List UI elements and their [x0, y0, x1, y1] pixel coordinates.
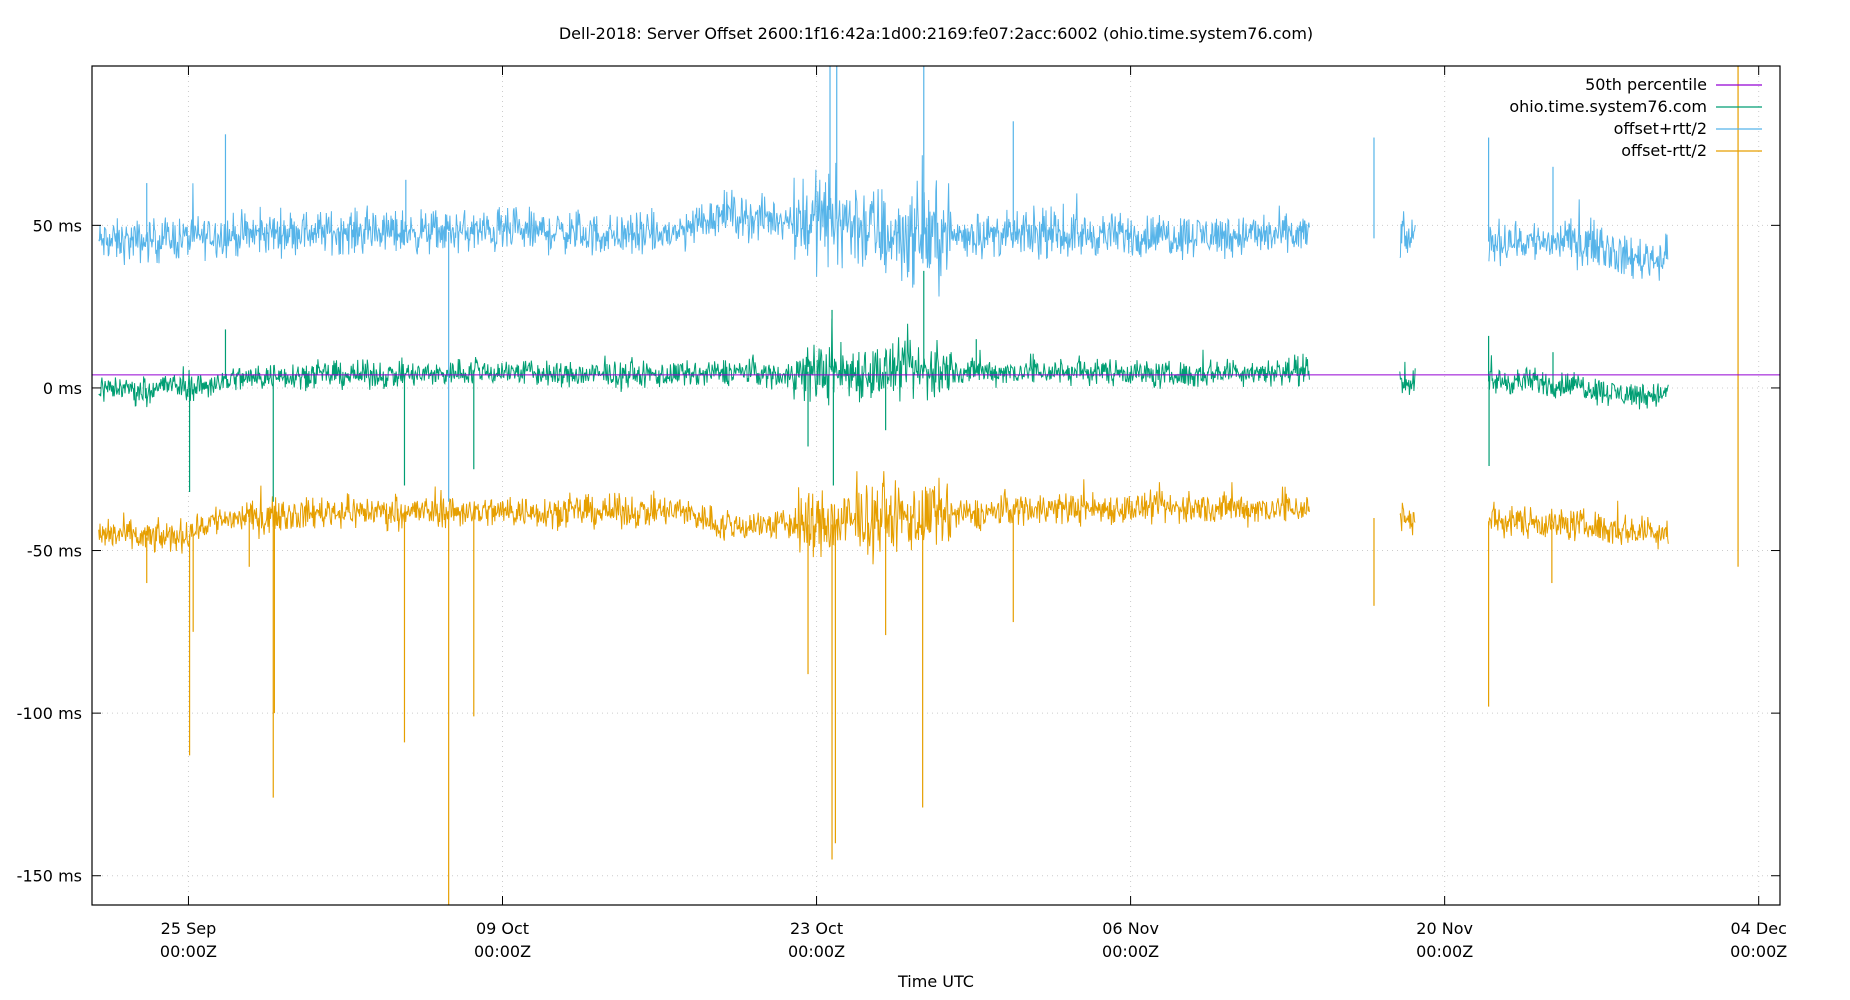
y-tick-label: -150 ms [17, 867, 82, 886]
x-tick-time: 00:00Z [1730, 942, 1787, 961]
y-tick-label: -50 ms [27, 542, 82, 561]
legend-label: 50th percentile [1585, 75, 1707, 94]
x-tick-date: 20 Nov [1416, 919, 1473, 938]
y-axis: 50 ms 0 ms -50 ms -100 ms -150 ms [17, 216, 1780, 886]
y-tick-label: 0 ms [43, 379, 82, 398]
x-tick-date: 06 Nov [1102, 919, 1159, 938]
legend-label: ohio.time.system76.com [1509, 97, 1707, 116]
plot-frame [91, 65, 1781, 906]
legend: 50th percentile ohio.time.system76.com off… [1509, 75, 1762, 160]
series-line-1 [98, 318, 1669, 410]
x-tick-date: 09 Oct [476, 919, 529, 938]
chart-title: Dell-2018: Server Offset 2600:1f16:42a:1… [559, 24, 1313, 43]
legend-label: offset+rtt/2 [1614, 119, 1707, 138]
x-tick-time: 00:00Z [1102, 942, 1159, 961]
x-tick-date: 04 Dec [1730, 919, 1786, 938]
y-tick-label: 50 ms [33, 216, 82, 235]
x-tick-time: 00:00Z [474, 942, 531, 961]
x-tick-time: 00:00Z [1416, 942, 1473, 961]
x-axis: 25 Sep 00:00Z 09 Oct 00:00Z 23 Oct 00:00Z 06 N… [160, 66, 1787, 961]
x-axis-label: Time UTC [897, 972, 974, 991]
x-tick-time: 00:00Z [788, 942, 845, 961]
x-tick-time: 00:00Z [160, 942, 217, 961]
y-tick-label: -100 ms [17, 704, 82, 723]
legend-label: offset-rtt/2 [1621, 141, 1707, 160]
plot-area [92, 66, 1780, 905]
x-tick-date: 23 Oct [790, 919, 843, 938]
x-tick-date: 25 Sep [161, 919, 217, 938]
series-line-3 [98, 471, 1669, 565]
series-line-2 [98, 155, 1669, 297]
